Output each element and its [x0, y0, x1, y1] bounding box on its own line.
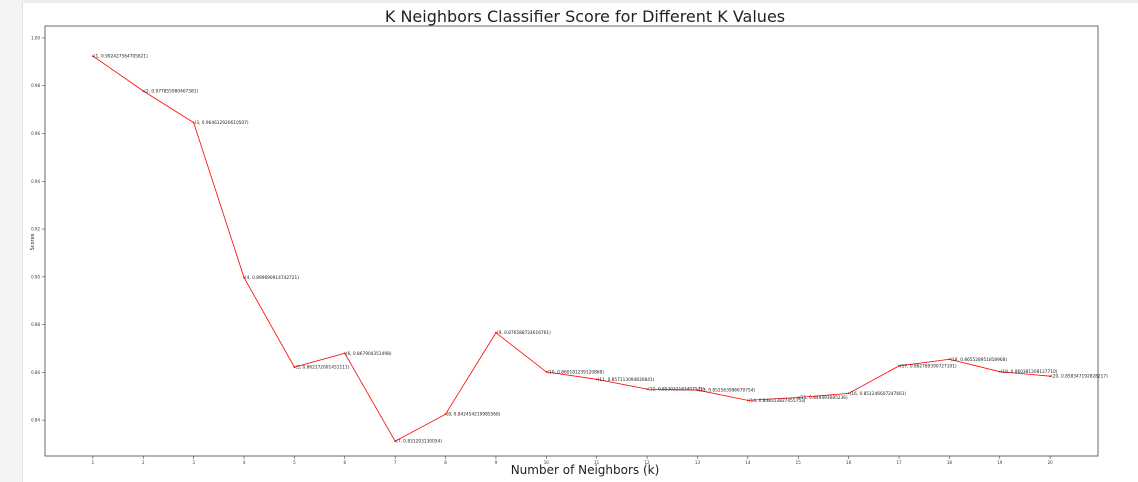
x-tick-label: 6 [344, 460, 347, 465]
point-label: (7, 0.831203130054) [396, 439, 442, 445]
x-tick-label: 4 [243, 460, 246, 465]
x-tick-label: 12 [645, 460, 651, 465]
x-tick-label: 8 [444, 460, 447, 465]
y-tick-label: 0.88 [31, 322, 40, 327]
point-label: (3, 0.964612920610507) [195, 120, 249, 126]
point-label: (15, 0.849493085236) [799, 395, 848, 401]
point-label: (2, 0.977855980467381) [144, 88, 198, 94]
y-tick-label: 1.00 [31, 35, 40, 40]
point-label: (17, 0.862789390727101) [900, 363, 957, 369]
y-tick-label: 0.86 [31, 370, 40, 375]
x-tick-label: 15 [796, 460, 802, 465]
data-point [746, 399, 749, 402]
notebook-left-gutter [0, 0, 23, 482]
data-point [595, 378, 598, 381]
data-point [343, 352, 346, 355]
data-point [243, 276, 245, 279]
x-tick-label: 1 [92, 460, 95, 465]
point-label: (1, 0.992427564705821) [94, 54, 148, 60]
y-tick-label: 0.96 [31, 131, 40, 136]
x-tick-label: 11 [594, 460, 600, 465]
data-point [998, 370, 1001, 373]
y-axis-label: Scores [30, 233, 36, 250]
data-point [696, 389, 699, 391]
point-label: (11, 0.857113094830841) [598, 377, 655, 383]
point-label: (10, 0.860181239120868) [547, 369, 604, 375]
point-label: (16, 0.851246607247661) [850, 391, 907, 397]
point-label: (5, 0.862172001451111) [295, 365, 349, 371]
chart-title: K Neighbors Classifier Score for Differe… [385, 7, 785, 26]
y-axis: 0.84 0.86 0.88 0.90 0.92 0.94 0.96 0.98 1.00 [31, 35, 45, 423]
x-tick-label: 9 [495, 460, 498, 465]
data-point [898, 365, 900, 367]
point-label: (12, 0.853032183407575) [648, 387, 705, 393]
point-label: (8, 0.842454219985568) [447, 412, 501, 418]
data-point [394, 440, 397, 443]
y-tick-label: 0.90 [31, 274, 40, 279]
x-tick-label: 14 [745, 460, 751, 465]
point-label: (4, 0.899690914742721) [245, 275, 299, 281]
data-point [495, 331, 497, 334]
x-tick-label: 16 [846, 460, 852, 465]
x-tick-label: 3 [192, 460, 195, 465]
x-tick-label: 20 [1048, 460, 1054, 465]
x-tick-label: 2 [142, 460, 145, 465]
plot-frame [44, 25, 1099, 457]
y-tick-label: 0.84 [31, 418, 40, 423]
x-axis: 1 2 3 4 5 6 7 8 9 10 11 12 13 14 15 16 17 18 19 20 [92, 456, 1054, 465]
x-tick-label: 17 [896, 460, 902, 465]
point-label: (20, 0.858347192828217) [1051, 374, 1108, 380]
point-label: (18, 0.865528951818968) [950, 357, 1007, 363]
data-point [1049, 375, 1052, 378]
data-point [646, 388, 648, 391]
data-point [293, 366, 296, 369]
x-tick-label: 10 [544, 460, 550, 465]
data-point [948, 358, 951, 361]
x-tick-label: 18 [947, 460, 953, 465]
point-label: (19, 0.860381208127710) [1001, 369, 1058, 375]
notebook-top-rule [22, 0, 1138, 3]
x-tick-label: 19 [997, 460, 1003, 465]
x-tick-label: 7 [394, 460, 397, 465]
data-point [142, 90, 145, 92]
point-label: (9, 0.876588724616761) [497, 330, 551, 336]
point-label: (14, 0.848313827455753) [749, 398, 806, 404]
data-point [545, 371, 548, 373]
data-point [192, 121, 195, 124]
x-axis-label: Number of Neighbors (k) [511, 463, 660, 477]
point-label: (13, 0.852563996670754) [698, 388, 755, 394]
data-point [91, 55, 94, 57]
y-tick-label: 0.94 [31, 179, 40, 184]
point-labels: (1, 0.992427564705821) (2, 0.977855980467… [94, 54, 1108, 445]
point-label: (6, 0.867904351498) [346, 351, 392, 357]
data-point [444, 413, 447, 416]
data-points [91, 55, 1052, 443]
data-point [847, 392, 850, 395]
data-point [797, 396, 800, 399]
x-tick-label: 13 [695, 460, 701, 465]
y-tick-label: 0.98 [31, 83, 40, 88]
y-tick-label: 0.92 [31, 227, 40, 232]
series-line [92, 55, 1051, 442]
x-tick-label: 5 [293, 460, 296, 465]
